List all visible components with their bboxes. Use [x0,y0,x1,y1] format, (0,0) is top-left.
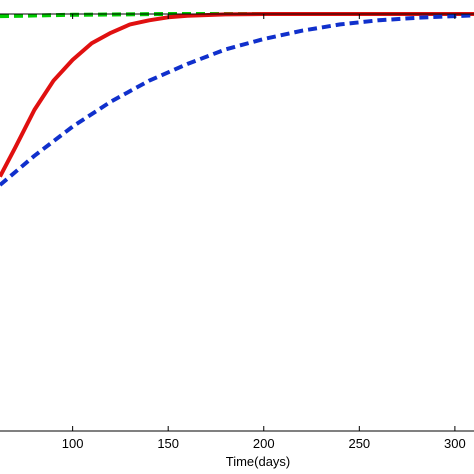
x-tick-label: 300 [444,436,466,451]
series-line-2 [0,12,474,178]
x-tick-label: 100 [62,436,84,451]
x-axis-title: Time(days) [226,454,291,469]
x-tick-label: 250 [348,436,370,451]
x-tick-label: 150 [157,436,179,451]
x-tick-label: 200 [253,436,275,451]
series-layer [0,12,474,187]
axes-layer: 100 150 200 250 300 [0,13,474,451]
series-line-3 [0,13,474,187]
